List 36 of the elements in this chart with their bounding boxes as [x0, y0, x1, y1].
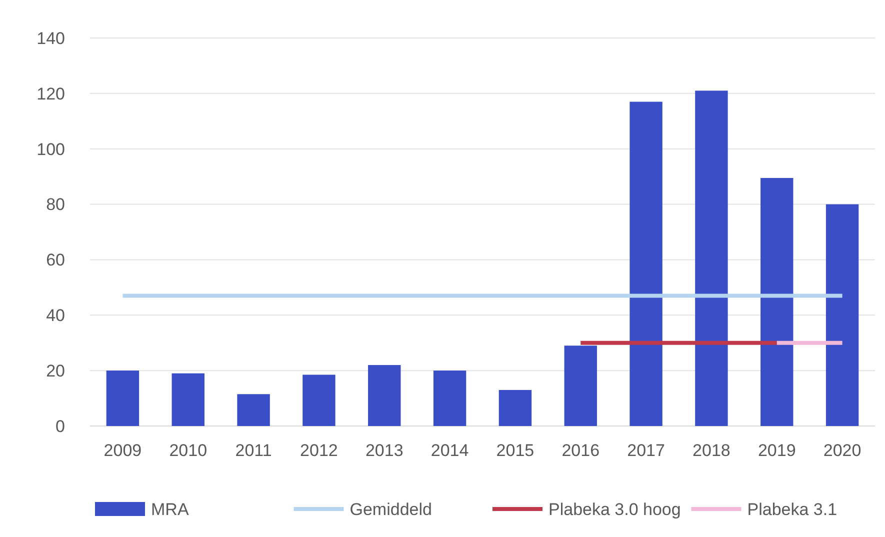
- legend-label: Plabeka 3.0 hoog: [548, 500, 681, 519]
- legend-label: MRA: [151, 500, 190, 519]
- x-tick-label: 2016: [562, 441, 600, 460]
- y-tick-label: 140: [36, 28, 65, 48]
- x-tick-label: 2013: [365, 441, 404, 460]
- bar: [630, 102, 662, 426]
- bar: [498, 390, 532, 426]
- bar: [826, 204, 859, 426]
- legend-label: Gemiddeld: [350, 500, 432, 519]
- x-tick-label: 2020: [823, 441, 862, 460]
- bar: [368, 365, 401, 426]
- x-tick-label: 2014: [430, 441, 469, 460]
- y-tick-label: 100: [36, 140, 65, 159]
- y-tick-label: 0: [56, 416, 65, 436]
- x-tick-label: 2019: [758, 441, 796, 460]
- y-tick-label: 60: [46, 250, 65, 270]
- legend-label: Plabeka 3.1: [747, 500, 838, 519]
- bar: [172, 373, 204, 426]
- y-tick-label: 20: [46, 362, 65, 381]
- bar: [106, 370, 140, 426]
- x-tick-label: 2012: [300, 441, 338, 460]
- bar: [695, 90, 728, 426]
- y-tick-label: 40: [46, 306, 65, 326]
- bar: [760, 178, 794, 426]
- x-tick-label: 2017: [627, 441, 665, 460]
- bar: [433, 370, 466, 426]
- y-tick-label: 80: [46, 195, 65, 214]
- x-tick-label: 2009: [104, 441, 142, 460]
- x-tick-label: 2010: [169, 441, 208, 460]
- bar: [237, 394, 270, 426]
- y-tick-label: 120: [36, 84, 65, 104]
- x-tick-label: 2018: [692, 441, 730, 460]
- bar: [302, 374, 336, 426]
- x-tick-label: 2011: [235, 441, 272, 460]
- bar: [564, 346, 597, 426]
- x-tick-label: 2015: [496, 441, 534, 460]
